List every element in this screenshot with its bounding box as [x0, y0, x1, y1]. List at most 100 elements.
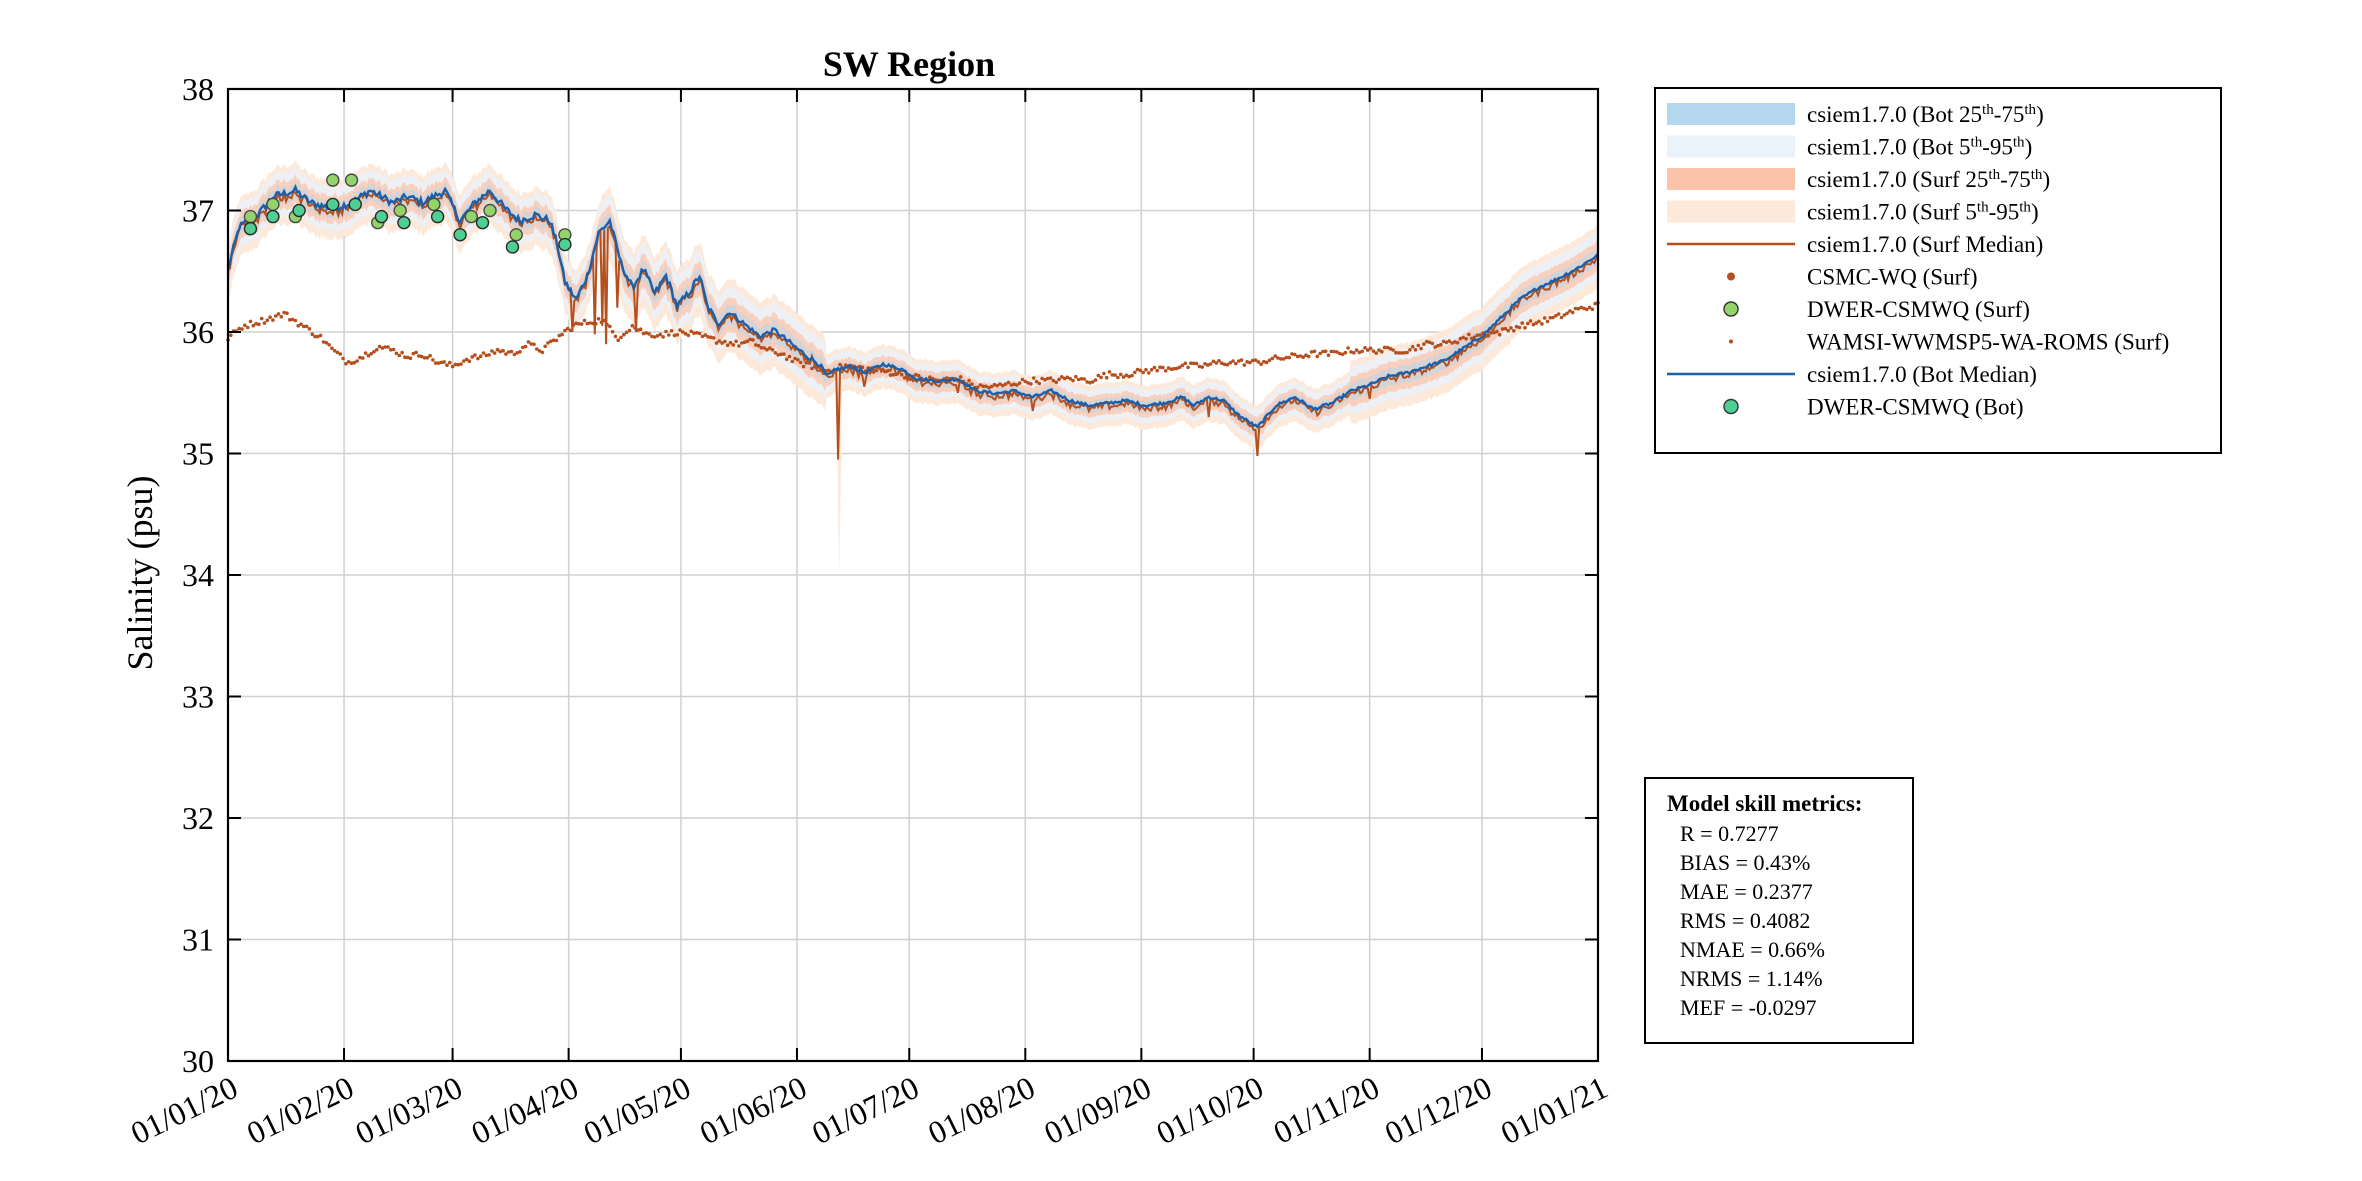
roms-point — [754, 343, 758, 347]
roms-point — [709, 335, 713, 340]
x-tick-label: 01/03/20 — [350, 1069, 468, 1151]
dwer-surf-point — [427, 197, 441, 212]
roms-point — [450, 364, 455, 369]
roms-point — [731, 343, 736, 347]
roms-point — [1203, 362, 1207, 366]
roms-point — [1436, 343, 1440, 348]
roms-point — [1323, 349, 1328, 354]
dwer-bot-point — [397, 215, 411, 230]
metric-value: MEF = -0.0297 — [1680, 995, 1816, 1020]
x-tick-label: 01/11/20 — [1268, 1069, 1385, 1151]
roms-point — [1464, 337, 1468, 341]
roms-point — [1472, 335, 1477, 340]
y-tick-label: 36 — [182, 314, 214, 350]
roms-point — [616, 338, 620, 343]
roms-point — [1262, 359, 1266, 364]
roms-point — [543, 344, 547, 349]
roms-point — [442, 360, 447, 364]
dwer-bot-point — [558, 237, 572, 252]
roms-point — [1197, 364, 1202, 369]
roms-point — [313, 334, 317, 339]
roms-point — [1248, 360, 1252, 365]
roms-point — [658, 332, 663, 337]
roms-point — [1076, 377, 1081, 382]
roms-point — [1189, 361, 1193, 366]
roms-point — [327, 343, 331, 347]
roms-point — [1540, 322, 1544, 326]
roms-point — [1517, 325, 1522, 330]
roms-point — [1556, 312, 1561, 316]
roms-point — [661, 335, 665, 339]
dwer-surf-point — [266, 197, 280, 212]
legend-label: WAMSI-WWMSP5-WA-ROMS (Surf) — [1807, 330, 2169, 355]
metric-value: RMS = 0.4082 — [1680, 908, 1810, 933]
roms-point — [989, 384, 994, 389]
roms-point — [338, 352, 343, 356]
roms-point — [888, 373, 893, 377]
roms-point — [1006, 380, 1011, 385]
roms-point — [341, 356, 345, 361]
roms-point — [495, 347, 500, 352]
roms-point — [557, 333, 562, 338]
roms-point — [585, 321, 590, 326]
roms-point — [647, 332, 651, 336]
dwer-bot-point — [326, 197, 340, 212]
roms-point — [1582, 306, 1586, 311]
roms-point — [1360, 349, 1364, 354]
observations — [243, 173, 572, 254]
roms-point — [1430, 341, 1435, 346]
roms-point — [723, 339, 727, 344]
roms-point — [978, 383, 983, 387]
legend: csiem1.7.0 (Bot 25th-75th) csiem1.7.0 (Bo… — [1654, 87, 2222, 454]
roms-point — [1281, 357, 1286, 361]
roms-point — [1419, 346, 1423, 351]
roms-point — [1208, 362, 1213, 366]
roms-point — [1461, 335, 1465, 340]
roms-point — [686, 333, 691, 338]
legend-label: csiem1.7.0 (Bot Median) — [1807, 362, 2037, 387]
roms-point — [1130, 373, 1134, 378]
roms-point — [1186, 365, 1190, 370]
roms-point — [237, 326, 241, 331]
model-bands — [228, 159, 1598, 575]
roms-point — [1161, 365, 1165, 370]
roms-point — [796, 358, 800, 362]
roms-point — [523, 344, 528, 349]
roms-point — [1034, 379, 1039, 384]
roms-point — [1121, 375, 1126, 379]
roms-point — [1455, 340, 1460, 345]
dwer-bot-point — [292, 203, 306, 218]
roms-point — [551, 338, 556, 343]
roms-point — [386, 345, 390, 349]
roms-point — [1335, 350, 1339, 354]
dwer-bot-point — [266, 209, 280, 224]
roms-point — [1220, 361, 1224, 366]
x-tick-label: 01/01/21 — [1495, 1069, 1613, 1151]
roms-point — [652, 335, 657, 339]
roms-point — [1366, 348, 1370, 352]
roms-point — [532, 342, 536, 347]
roms-point — [1093, 378, 1098, 382]
roms-point — [689, 329, 693, 334]
roms-point — [1068, 376, 1072, 381]
roms-point — [1253, 358, 1258, 362]
chart-title: SW Region — [823, 44, 995, 84]
roms-point — [1043, 378, 1047, 382]
roms-point — [728, 340, 733, 345]
roms-point — [1413, 348, 1418, 352]
roms-point — [433, 361, 438, 365]
roms-point — [1245, 360, 1249, 364]
legend-swatch — [1667, 200, 1795, 223]
roms-point — [1354, 348, 1359, 352]
roms-point — [675, 333, 679, 337]
roms-point — [1017, 381, 1022, 385]
roms-point — [1298, 354, 1303, 358]
y-tick-label: 38 — [182, 71, 214, 107]
roms-point — [344, 361, 348, 366]
roms-point — [1239, 358, 1244, 362]
metric-value: R = 0.7277 — [1680, 821, 1779, 846]
roms-point — [509, 349, 514, 354]
roms-point — [944, 376, 949, 380]
roms-point — [641, 331, 646, 336]
x-tick-label: 01/10/20 — [1151, 1069, 1269, 1151]
